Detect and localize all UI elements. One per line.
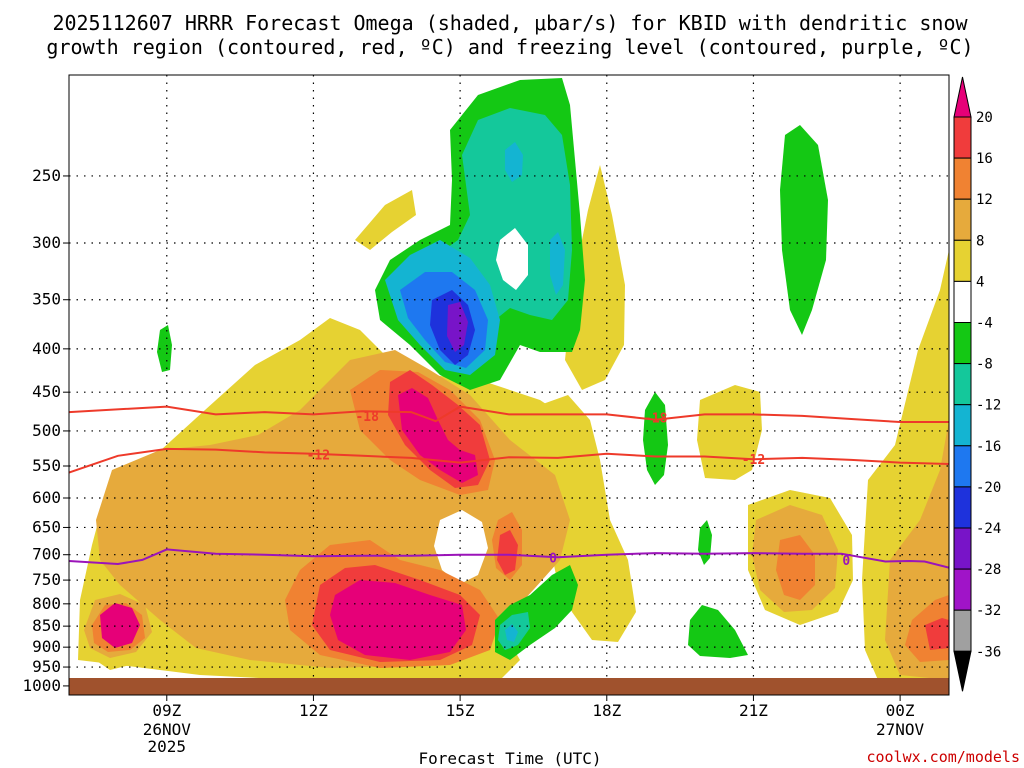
x-tick-label: 00Z bbox=[886, 701, 915, 720]
omega-region-yellow-right-top bbox=[565, 165, 625, 390]
y-tick-label: 600 bbox=[32, 488, 61, 507]
colorbar: 20 16 12 8 4 -4 -8 -12 -16 -20 -24 -28 -32 -36 bbox=[953, 76, 1001, 692]
contour-dendritic-12 bbox=[69, 447, 949, 474]
x-axis-label: Forecast Time (UTC) bbox=[418, 749, 601, 768]
y-tick-label: 300 bbox=[32, 233, 61, 252]
omega-region-cyan-lower bbox=[505, 624, 518, 642]
omega-region-green-right-lower bbox=[688, 605, 748, 658]
omega-region-red-right3 bbox=[925, 618, 949, 650]
colorbar-label: -4 bbox=[976, 316, 993, 332]
colorbar-swatch bbox=[953, 363, 972, 406]
colorbar-swatch bbox=[953, 568, 972, 611]
contour-label: -12 bbox=[307, 448, 330, 463]
colorbar-label: -8 bbox=[976, 357, 993, 373]
plot-frame bbox=[68, 74, 950, 696]
x-tick-label: 21Z bbox=[739, 701, 768, 720]
omega-region-yellow-upper bbox=[355, 190, 416, 250]
y-axis: 250 300 350 400 450 500 550 600 650 700 750 800 850 9… bbox=[22, 166, 69, 695]
colorbar-bottom-arrow bbox=[953, 650, 972, 692]
colorbar-swatch bbox=[953, 445, 972, 488]
omega-region-magenta-lower bbox=[330, 580, 466, 660]
x-tick-label: 15Z bbox=[446, 701, 475, 720]
x-tick-date: 26NOV bbox=[143, 720, 192, 739]
colorbar-label: 16 bbox=[976, 151, 993, 167]
omega-region-cyan-upper2 bbox=[550, 232, 565, 295]
y-tick-label: 750 bbox=[32, 570, 61, 589]
contour-label: 0 bbox=[549, 551, 557, 566]
colorbar-swatch bbox=[953, 486, 972, 529]
x-tick-label: 12Z bbox=[299, 701, 328, 720]
contour-label: -18 bbox=[644, 411, 668, 426]
colorbar-label: 20 bbox=[976, 110, 993, 126]
omega-region-cyan-upper bbox=[505, 142, 523, 182]
y-tick-label: 950 bbox=[32, 657, 61, 676]
y-tick-label: 550 bbox=[32, 456, 61, 475]
colorbar-label: 8 bbox=[976, 233, 984, 249]
omega-region-purple-mid bbox=[447, 302, 468, 352]
omega-region-white-hole bbox=[434, 510, 488, 584]
colorbar-top-arrow bbox=[953, 76, 972, 118]
contour-dendritic-18 bbox=[69, 405, 949, 423]
contour-layer: -18 -18 -12 -12 0 0 bbox=[69, 405, 949, 569]
y-tick-label: 450 bbox=[32, 382, 61, 401]
x-tick-date: 27NOV bbox=[876, 720, 925, 739]
y-tick-label: 850 bbox=[32, 616, 61, 635]
colorbar-swatch bbox=[953, 527, 972, 570]
plot-area: -18 -18 -12 -12 0 0 bbox=[69, 75, 949, 695]
x-tick-label: 09Z bbox=[152, 701, 181, 720]
y-tick-label: 900 bbox=[32, 637, 61, 656]
y-tick-label: 500 bbox=[32, 421, 61, 440]
colorbar-label: -20 bbox=[976, 480, 1001, 496]
omega-region-green-left bbox=[157, 325, 172, 372]
omega-region-red-small bbox=[497, 530, 518, 575]
colorbar-label: 12 bbox=[976, 192, 993, 208]
colorbar-swatch bbox=[953, 322, 972, 365]
colorbar-swatch bbox=[953, 239, 972, 282]
y-tick-label: 700 bbox=[32, 545, 61, 564]
colorbar-label: -32 bbox=[976, 603, 1001, 619]
omega-region-green-right-top bbox=[780, 125, 828, 335]
y-tick-label: 800 bbox=[32, 594, 61, 613]
ground-strip bbox=[69, 678, 949, 695]
y-tick-label: 250 bbox=[32, 166, 61, 185]
omega-region-magenta-upper bbox=[398, 388, 478, 483]
y-tick-label: 400 bbox=[32, 339, 61, 358]
contour-freezing-0 bbox=[69, 548, 949, 569]
contour-label: -12 bbox=[742, 453, 765, 468]
omega-region-magenta-left bbox=[100, 603, 140, 648]
colorbar-swatch bbox=[953, 116, 972, 159]
colorbar-label: -24 bbox=[976, 521, 1001, 537]
colorbar-swatch bbox=[953, 609, 972, 652]
chart-title-line2: growth region (contoured, red, ºC) and f… bbox=[46, 35, 973, 59]
y-tick-label: 1000 bbox=[22, 676, 61, 695]
colorbar-swatch bbox=[953, 404, 972, 447]
credit-text: coolwx.com/models bbox=[866, 748, 1020, 766]
y-tick-label: 650 bbox=[32, 517, 61, 536]
omega-region-green-mid bbox=[643, 392, 668, 485]
colorbar-swatch bbox=[953, 157, 972, 200]
contour-label: -18 bbox=[355, 410, 379, 425]
y-tick-label: 350 bbox=[32, 290, 61, 309]
colorbar-label: 4 bbox=[976, 274, 984, 290]
x-tick-year: 2025 bbox=[148, 737, 187, 756]
colorbar-label: -16 bbox=[976, 439, 1001, 455]
colorbar-label: -28 bbox=[976, 562, 1001, 578]
contour-label: 0 bbox=[842, 554, 850, 569]
x-tick-label: 18Z bbox=[592, 701, 621, 720]
omega-region-orange-right2 bbox=[776, 535, 815, 600]
colorbar-swatch bbox=[953, 280, 972, 323]
colorbar-label: -36 bbox=[976, 644, 1001, 660]
colorbar-swatch bbox=[953, 198, 972, 241]
colorbar-label: -12 bbox=[976, 398, 1001, 414]
chart-title-line1: 2025112607 HRRR Forecast Omega (shaded, … bbox=[52, 11, 968, 35]
